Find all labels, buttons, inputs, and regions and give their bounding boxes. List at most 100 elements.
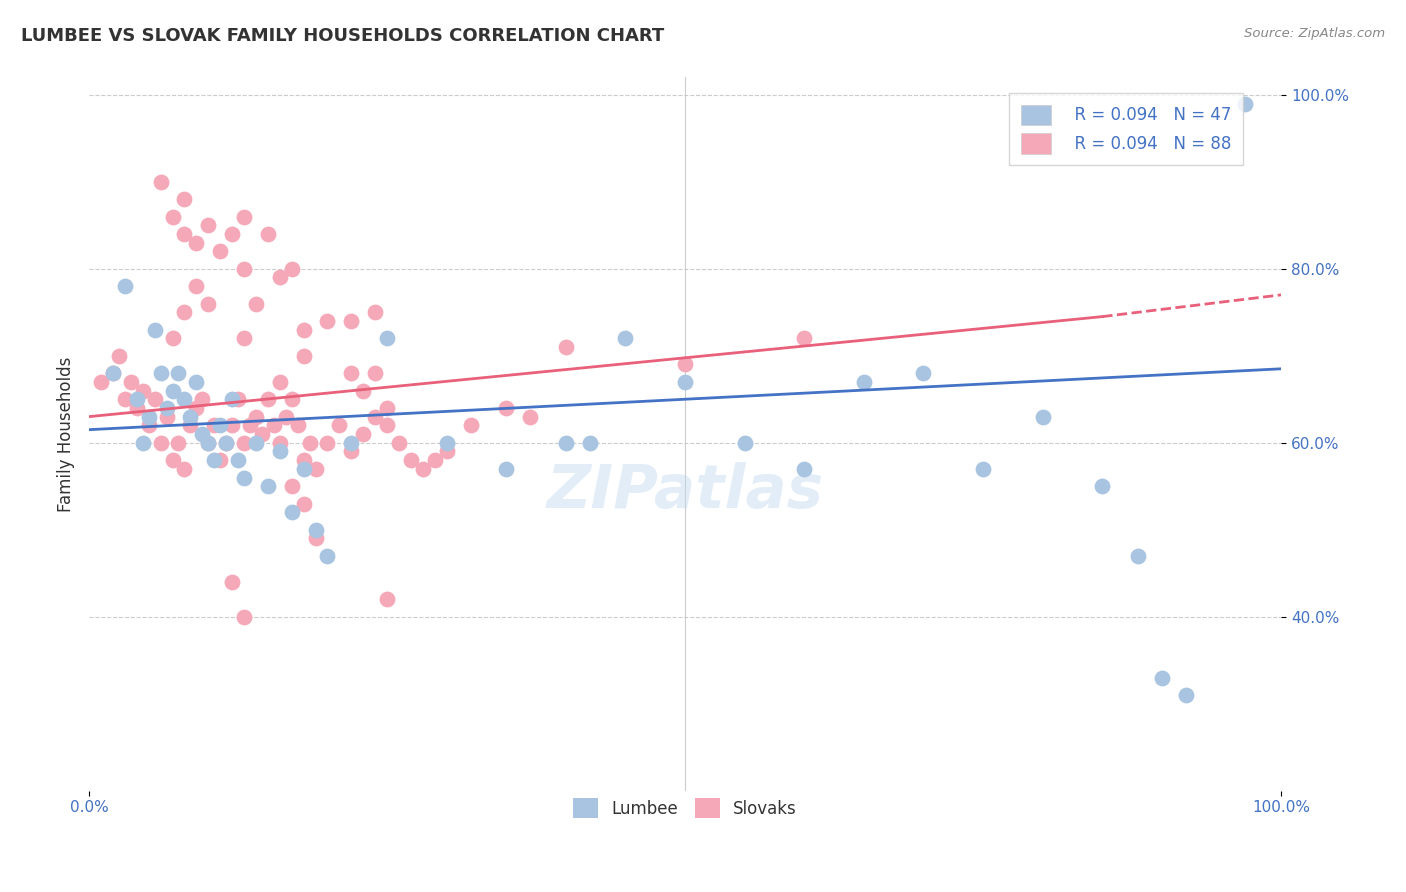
- Point: [191, 392, 214, 407]
- Point: [233, 210, 256, 224]
- Point: [245, 409, 267, 424]
- Point: [554, 435, 576, 450]
- Point: [495, 401, 517, 415]
- Point: [1234, 96, 1257, 111]
- Point: [257, 479, 280, 493]
- Point: [162, 384, 184, 398]
- Point: [173, 462, 195, 476]
- Point: [614, 331, 637, 345]
- Point: [173, 305, 195, 319]
- Point: [108, 349, 131, 363]
- Point: [423, 453, 446, 467]
- Point: [197, 435, 219, 450]
- Point: [673, 375, 696, 389]
- Point: [292, 462, 315, 476]
- Point: [245, 296, 267, 310]
- Point: [138, 409, 160, 424]
- Point: [239, 418, 262, 433]
- Point: [221, 418, 243, 433]
- Point: [304, 523, 326, 537]
- Point: [132, 435, 155, 450]
- Point: [179, 418, 201, 433]
- Point: [287, 418, 309, 433]
- Point: [250, 427, 273, 442]
- Point: [292, 453, 315, 467]
- Point: [221, 574, 243, 589]
- Point: [90, 375, 112, 389]
- Point: [460, 418, 482, 433]
- Y-axis label: Family Households: Family Households: [58, 356, 75, 512]
- Point: [101, 366, 124, 380]
- Point: [120, 375, 142, 389]
- Point: [149, 366, 172, 380]
- Point: [197, 219, 219, 233]
- Point: [375, 331, 398, 345]
- Point: [364, 366, 387, 380]
- Point: [269, 435, 291, 450]
- Point: [292, 349, 315, 363]
- Point: [125, 401, 148, 415]
- Point: [167, 366, 190, 380]
- Point: [202, 453, 225, 467]
- Point: [328, 418, 350, 433]
- Point: [173, 192, 195, 206]
- Point: [173, 392, 195, 407]
- Point: [269, 270, 291, 285]
- Point: [101, 366, 124, 380]
- Point: [280, 505, 302, 519]
- Point: [233, 331, 256, 345]
- Point: [263, 418, 285, 433]
- Point: [257, 227, 280, 241]
- Point: [209, 418, 232, 433]
- Point: [215, 435, 238, 450]
- Point: [316, 549, 339, 563]
- Point: [364, 305, 387, 319]
- Point: [280, 261, 302, 276]
- Point: [578, 435, 600, 450]
- Point: [519, 409, 541, 424]
- Point: [352, 384, 374, 398]
- Point: [280, 479, 302, 493]
- Point: [186, 401, 208, 415]
- Point: [412, 462, 434, 476]
- Point: [280, 392, 302, 407]
- Point: [495, 462, 517, 476]
- Point: [186, 235, 208, 250]
- Point: [1032, 409, 1054, 424]
- Point: [274, 409, 297, 424]
- Text: ZIPatlas: ZIPatlas: [547, 461, 824, 521]
- Point: [340, 314, 363, 328]
- Point: [292, 497, 315, 511]
- Point: [316, 435, 339, 450]
- Point: [221, 392, 243, 407]
- Text: Source: ZipAtlas.com: Source: ZipAtlas.com: [1244, 27, 1385, 40]
- Point: [179, 409, 201, 424]
- Point: [793, 331, 815, 345]
- Point: [793, 462, 815, 476]
- Point: [1174, 688, 1197, 702]
- Point: [734, 435, 756, 450]
- Point: [1150, 671, 1173, 685]
- Point: [186, 279, 208, 293]
- Point: [972, 462, 994, 476]
- Point: [132, 384, 155, 398]
- Point: [167, 435, 190, 450]
- Point: [138, 418, 160, 433]
- Point: [197, 435, 219, 450]
- Point: [209, 244, 232, 259]
- Point: [912, 366, 935, 380]
- Point: [233, 435, 256, 450]
- Point: [202, 418, 225, 433]
- Point: [269, 444, 291, 458]
- Point: [436, 444, 458, 458]
- Point: [143, 392, 166, 407]
- Point: [436, 435, 458, 450]
- Point: [364, 409, 387, 424]
- Point: [233, 470, 256, 484]
- Point: [155, 409, 177, 424]
- Point: [388, 435, 411, 450]
- Point: [257, 392, 280, 407]
- Point: [375, 592, 398, 607]
- Point: [155, 401, 177, 415]
- Point: [1126, 549, 1149, 563]
